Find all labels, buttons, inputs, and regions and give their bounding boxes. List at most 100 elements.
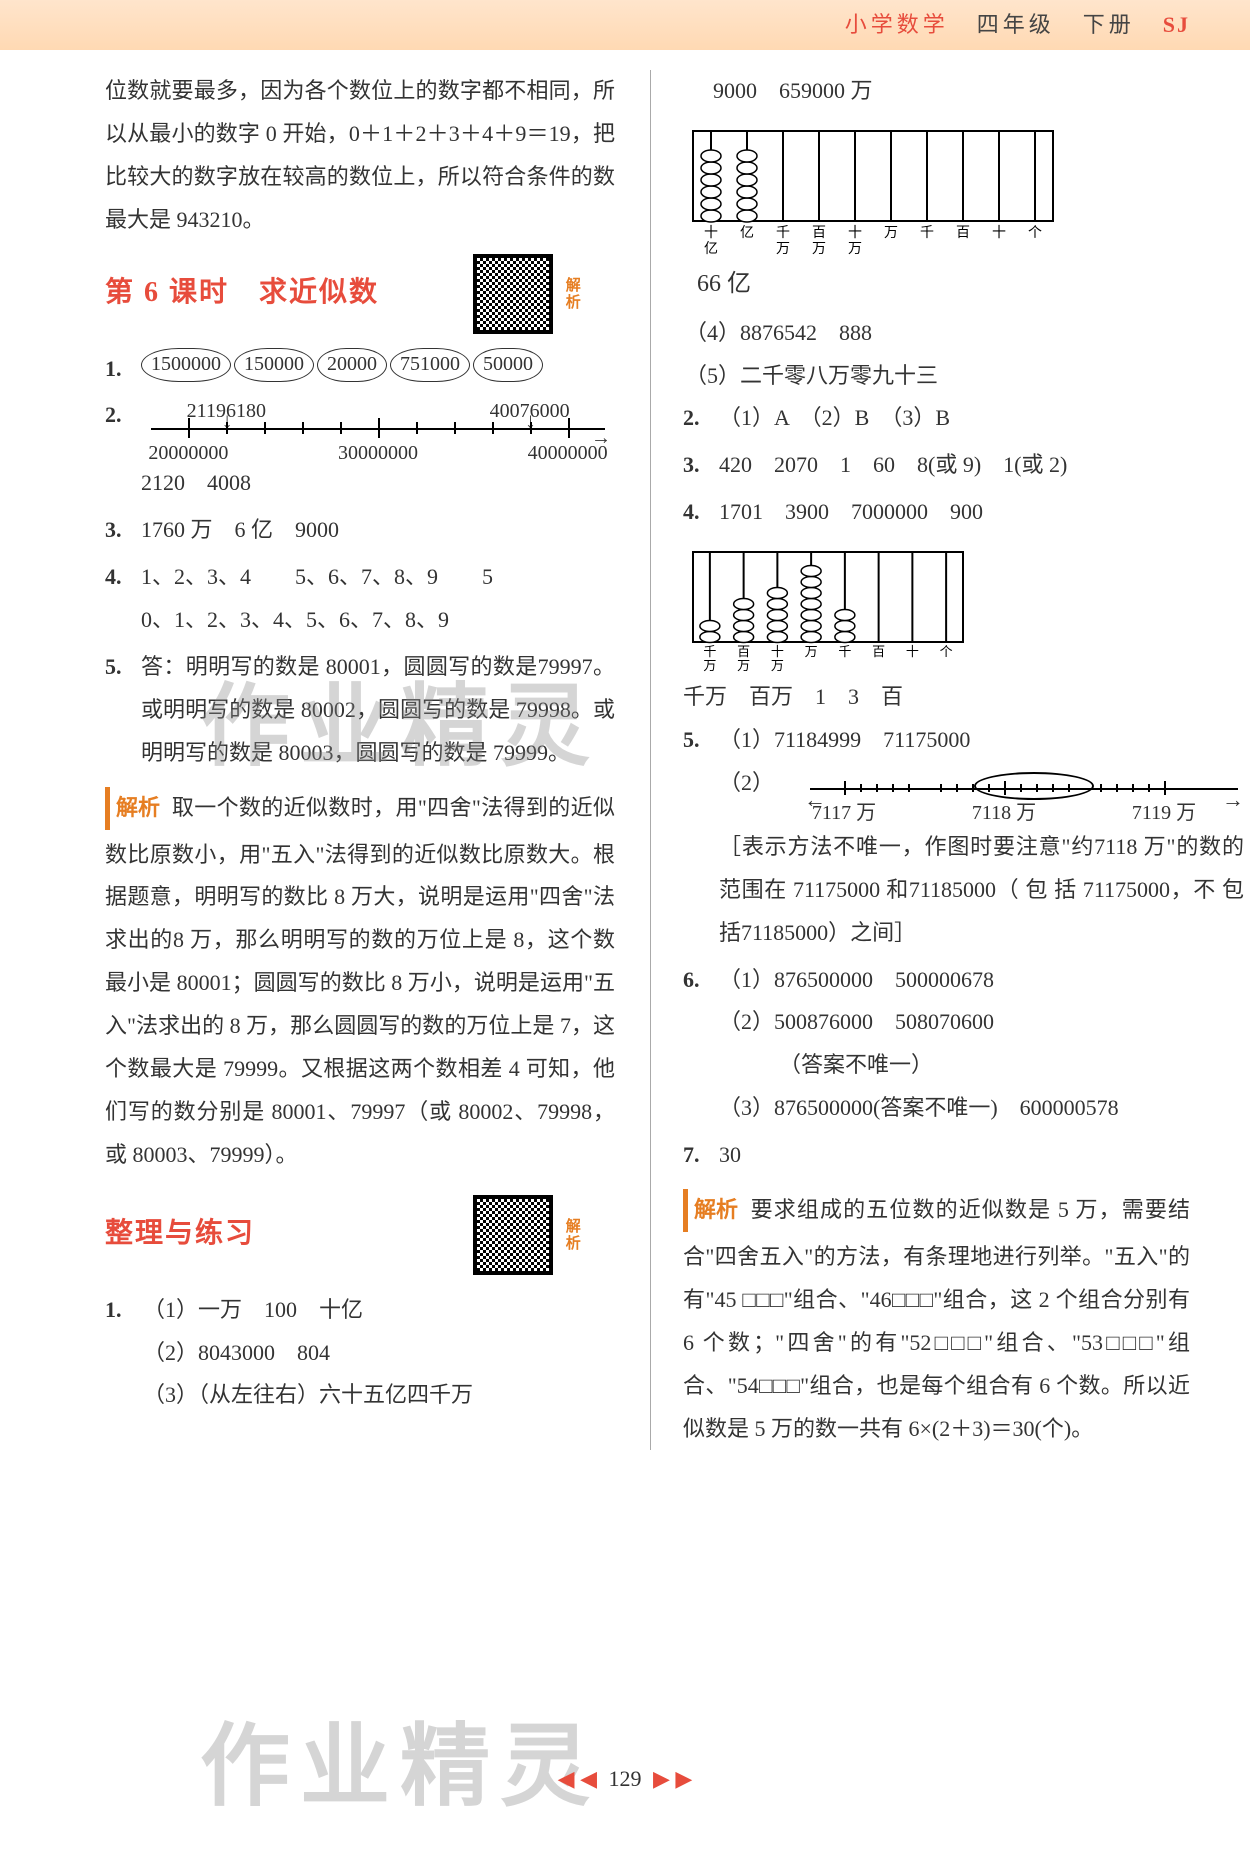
rq4-number: 4. — [683, 491, 719, 534]
rq5-body: （1）71184999 71175000 （2） ← → 7117 万 7118… — [719, 719, 1244, 955]
qr-label: 解析 — [557, 1218, 586, 1252]
question-4: 4. 1、2、3、4 5、6、7、8、9 5 0、1、2、3、4、5、6、7、8… — [105, 556, 615, 642]
oval-value: 20000 — [317, 348, 387, 382]
rq6-number: 6. — [683, 959, 719, 1131]
svg-text:十: 十 — [704, 225, 718, 241]
nl-tick-label: 40000000 — [528, 434, 608, 473]
q1-body: 1500000 150000 20000 751000 50000 — [141, 348, 615, 391]
right-column: 9000 659000 万 十亿亿千万百万十万万千百十个 66 亿 （4）887… — [650, 70, 1190, 1450]
r1-sub3: （3）（从左往右）六十五亿四千万 — [143, 1374, 615, 1417]
svg-text:十: 十 — [992, 225, 1006, 241]
r1-sub2: （2）8043000 804 — [143, 1332, 615, 1375]
header-subject: 小学数学 — [845, 4, 949, 47]
header-grade: 四年级 — [977, 4, 1055, 47]
svg-text:千: 千 — [703, 644, 716, 659]
r1-sub1: （1）一万 100 十亿 — [143, 1289, 615, 1332]
right-q2: 2. （1）A （2）B （3）B — [683, 397, 1190, 440]
triangle-left-icon: ◀ ◀ — [558, 1766, 597, 1791]
review-title: 整理与练习 解析 — [105, 1195, 615, 1275]
q4-line1: 1、2、3、4 5、6、7、8、9 5 — [141, 556, 615, 599]
qr-code-icon — [473, 1195, 553, 1275]
svg-text:万: 万 — [771, 658, 784, 672]
r1-sub4: （4）8876542 888 — [685, 312, 1190, 355]
rq5-sub1: （1）71184999 71175000 — [719, 719, 1244, 762]
review-title-text: 整理与练习 — [105, 1207, 255, 1262]
rq2-body: （1）A （2）B （3）B — [719, 397, 1190, 440]
right-q6: 6. （1）876500000 500000678 （2）500876000 5… — [683, 959, 1190, 1131]
analysis-block-right: 解析 要求组成的五位数的近似数是 5 万，需要结合"四舍五入"的方法，有条理地进… — [683, 1181, 1190, 1450]
qr-label: 解析 — [557, 277, 586, 311]
left-column: 位数就要最多，因为各个数位上的数字都不相同，所以从最小的数字 0 开始，0＋1＋… — [105, 70, 615, 1450]
q5-body: 答：明明写的数是 80001，圆圆写的数是79997。或明明写的数是 80002… — [141, 646, 615, 775]
analysis-text-right: 要求组成的五位数的近似数是 5 万，需要结合"四舍五入"的方法，有条理地进行列举… — [683, 1197, 1190, 1440]
rq6-body: （1）876500000 500000678 （2）500876000 5080… — [719, 959, 1190, 1131]
nl-tick-label: 30000000 — [338, 434, 418, 473]
svg-text:万: 万 — [703, 658, 716, 672]
abacus-1: 十亿亿千万百万十万万千百十个 66 亿 — [683, 121, 1190, 308]
rq7-number: 7. — [683, 1134, 719, 1177]
svg-text:个: 个 — [940, 644, 953, 659]
svg-text:十: 十 — [906, 644, 919, 659]
rq3-body: 420 2070 1 60 8(或 9) 1(或 2) — [719, 444, 1190, 487]
rq4-body: 1701 3900 7000000 900 — [719, 491, 1190, 534]
q4-body: 1、2、3、4 5、6、7、8、9 5 0、1、2、3、4、5、6、7、8、9 — [141, 556, 615, 642]
svg-text:万: 万 — [737, 658, 750, 672]
analysis-text: 取一个数的近似数时，用"四舍"法得到的近似数比原数小，用"五入"法得到的近似数比… — [105, 795, 615, 1167]
q3-body: 1760 万 6 亿 9000 — [141, 509, 615, 552]
page-number: 129 — [609, 1766, 642, 1791]
svg-text:十: 十 — [771, 644, 784, 659]
right-q5: 5. （1）71184999 71175000 （2） ← → 7117 万 7… — [683, 719, 1190, 955]
svg-text:百: 百 — [872, 644, 885, 659]
svg-text:百: 百 — [812, 225, 826, 241]
q1-number: 1. — [105, 348, 141, 391]
rq2-number: 2. — [683, 397, 719, 440]
rq6-sub3: （3）876500000(答案不唯一) 600000578 — [719, 1087, 1190, 1130]
snl-tick: 7117 万 — [812, 794, 876, 833]
svg-text:千: 千 — [838, 644, 851, 659]
page-footer: ◀ ◀ 129 ▶ ▶ — [0, 1758, 1250, 1801]
svg-text:万: 万 — [805, 644, 818, 659]
oval-value: 150000 — [234, 348, 314, 382]
rq6-sub2b: （答案不唯一） — [779, 1044, 1190, 1087]
intro-paragraph: 位数就要最多，因为各个数位上的数字都不相同，所以从最小的数字 0 开始，0＋1＋… — [105, 70, 615, 242]
svg-text:亿: 亿 — [704, 241, 718, 257]
page-header: 小学数学 四年级 下册 SJ — [0, 0, 1250, 50]
abacus-2-line2: 千万 百万 1 3 百 — [683, 676, 1190, 719]
analysis-label: 解析 — [105, 787, 166, 830]
rq5-note: ［表示方法不唯一，作图时要注意"约7118 万"的数的范围在 71175000 … — [719, 826, 1244, 955]
svg-text:万: 万 — [848, 242, 862, 257]
q5-number: 5. — [105, 646, 141, 775]
analysis-label: 解析 — [683, 1189, 744, 1232]
analysis-block: 解析 取一个数的近似数时，用"四舍"法得到的近似数比原数小，用"五入"法得到的近… — [105, 779, 615, 1177]
oval-value: 50000 — [473, 348, 543, 382]
svg-text:千: 千 — [776, 225, 790, 241]
lesson-6-title: 第 6 课时 求近似数 解析 — [105, 254, 615, 334]
oval-value: 1500000 — [141, 348, 231, 382]
small-number-line: ← → 7117 万 7118 万 7119 万 — [804, 764, 1244, 814]
lesson-title-text: 第 6 课时 求近似数 — [105, 266, 379, 321]
right-q7: 7. 30 — [683, 1134, 1190, 1177]
snl-tick: 7119 万 — [1132, 794, 1196, 833]
rq7-body: 30 — [719, 1134, 1190, 1177]
snl-tick: 7118 万 — [972, 794, 1036, 833]
svg-text:千: 千 — [920, 225, 934, 241]
q3-number: 3. — [105, 509, 141, 552]
q2-number: 2. — [105, 394, 141, 505]
review-q1: 1. （1）一万 100 十亿 （2）8043000 804 （3）（从左往右）… — [105, 1289, 615, 1418]
svg-text:个: 个 — [1028, 225, 1042, 241]
question-5: 5. 答：明明写的数是 80001，圆圆写的数是79997。或明明写的数是 80… — [105, 646, 615, 775]
svg-text:百: 百 — [956, 225, 970, 241]
right-intro-line: 9000 659000 万 — [713, 70, 1190, 113]
svg-text:万: 万 — [812, 242, 826, 257]
abacus-1-suffix: 66 亿 — [697, 271, 751, 297]
question-3: 3. 1760 万 6 亿 9000 — [105, 509, 615, 552]
triangle-right-icon: ▶ ▶ — [653, 1766, 692, 1791]
svg-text:百: 百 — [737, 644, 750, 659]
arrow-right-icon: → — [1222, 779, 1244, 822]
r1-number: 1. — [105, 1289, 141, 1418]
r1-body: （1）一万 100 十亿 （2）8043000 804 （3）（从左往右）六十五… — [143, 1289, 615, 1418]
number-line: 21196180 40076000 ↓ ↓ → 20000000 3000000… — [141, 400, 615, 456]
q4-line2: 0、1、2、3、4、5、6、7、8、9 — [141, 599, 615, 642]
r1-sub5: （5）二千零八万零九十三 — [685, 355, 1190, 398]
svg-text:万: 万 — [884, 226, 898, 241]
